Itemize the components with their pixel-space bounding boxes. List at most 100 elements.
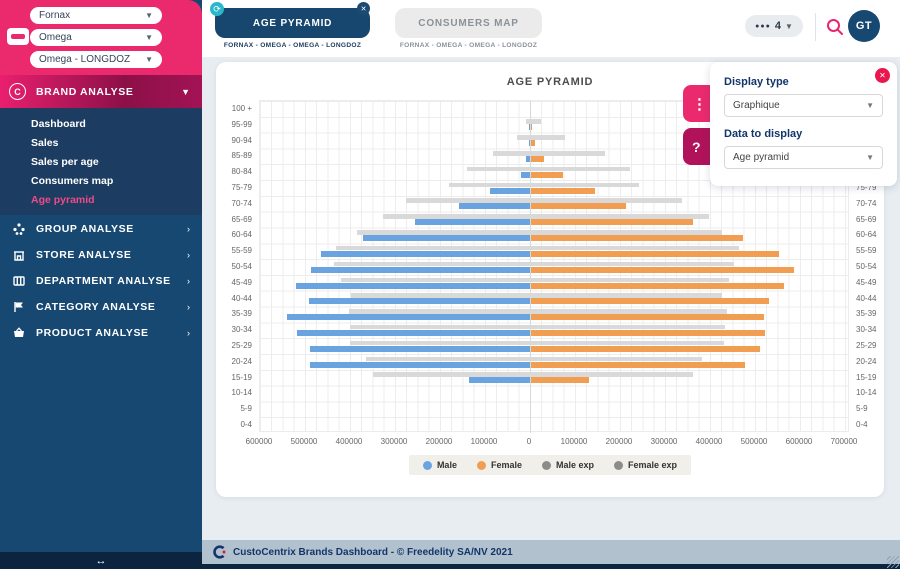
storefront-icon — [11, 248, 26, 263]
sidebar-subitem-age-pyramid[interactable]: Age pyramid — [31, 194, 95, 206]
legend-dot-icon — [614, 460, 624, 470]
bar-male-exp-30-34 — [350, 324, 530, 330]
filter-select-subbrand[interactable]: Omega - LONGDOZ ▼ — [30, 51, 162, 68]
bar-female-15-19 — [531, 377, 590, 384]
bar-female-exp-70-74 — [531, 198, 682, 203]
bottom-strip — [202, 564, 900, 569]
legend-item-male: Male — [422, 460, 457, 470]
y-axis-label-left: 85-89 — [231, 151, 252, 161]
tab-age-pyramid[interactable]: AGE PYRAMID — [215, 8, 370, 38]
x-axis-tick-label: 500000 — [740, 437, 768, 446]
bar-male-55-59 — [321, 250, 530, 257]
y-axis-label-right: 30-34 — [856, 325, 877, 335]
bar-male-95-99 — [529, 124, 530, 131]
filter-select-brand[interactable]: Omega ▼ — [30, 29, 162, 46]
legend-dot-icon — [541, 460, 551, 470]
y-axis-label-left: 80-84 — [231, 167, 252, 177]
bar-male-exp-85-89 — [493, 151, 530, 156]
close-icon[interactable]: ✕ — [875, 68, 890, 83]
y-axis-label-left: 100 + — [231, 103, 252, 113]
bar-female-80-84 — [531, 171, 564, 178]
sidebar-subitem-sales[interactable]: Sales — [31, 137, 59, 149]
y-axis-label-right: 25-29 — [856, 341, 877, 351]
zero-axis-line — [530, 101, 531, 433]
sidebar-subitem-sales-per-age[interactable]: Sales per age — [31, 156, 99, 168]
bar-male-exp-15-19 — [372, 372, 530, 377]
x-axis-tick-label: 700000 — [830, 437, 858, 446]
x-axis-tick-label: 100000 — [470, 437, 498, 446]
sidebar-item-department-analyse[interactable]: DEPARTMENT ANALYSE › — [0, 268, 202, 294]
tab-label: AGE PYRAMID — [252, 17, 333, 29]
tab-consumers-map[interactable]: CONSUMERS MAP — [395, 8, 542, 38]
bar-male-50-54 — [310, 266, 530, 273]
bar-female-95-99 — [531, 124, 533, 131]
sidebar-subitem-dashboard[interactable]: Dashboard — [31, 118, 86, 130]
display-type-value: Graphique — [733, 100, 780, 111]
sidebar-subitem-consumers-map[interactable]: Consumers map — [31, 175, 114, 187]
y-axis-label-right: 60-64 — [856, 230, 877, 240]
y-axis-label-left: 55-59 — [231, 246, 252, 256]
y-axis-label-right: 75-79 — [856, 182, 877, 192]
resize-handle[interactable] — [887, 556, 899, 568]
search-icon[interactable] — [824, 16, 846, 38]
bar-male-exp-60-64 — [356, 230, 530, 235]
x-axis-tick-label: 200000 — [605, 437, 633, 446]
bar-female-exp-50-54 — [531, 261, 735, 267]
bar-female-exp-90-94 — [531, 135, 566, 140]
refresh-icon[interactable]: ⟳ — [210, 2, 224, 16]
chevron-right-icon: › — [187, 250, 190, 260]
filter-select-value: Omega - LONGDOZ — [39, 54, 131, 65]
y-axis-label-right: 40-44 — [856, 293, 877, 303]
sidebar-item-group-analyse[interactable]: GROUP ANALYSE › — [0, 216, 202, 242]
sidebar-collapse-button[interactable]: ↔ — [0, 552, 202, 569]
bar-male-exp-40-44 — [350, 293, 530, 298]
ellipsis-icon: ●●● — [755, 22, 771, 30]
y-axis-label-left: 95-99 — [231, 119, 252, 129]
sidebar-item-brand-analyse[interactable]: C BRAND ANALYSE ▼ — [0, 75, 202, 108]
bar-male-90-94 — [528, 140, 530, 147]
chart-title: AGE PYRAMID — [506, 76, 594, 88]
sidebar: Fornax ▼ Omega ▼ Omega - LONGDOZ ▼ C BRA… — [0, 0, 202, 569]
flag-icon — [11, 300, 26, 315]
bar-male-exp-25-29 — [350, 340, 530, 346]
x-axis-tick-label: 600000 — [245, 437, 273, 446]
bar-female-exp-15-19 — [531, 372, 693, 377]
y-axis-label-left: 40-44 — [231, 293, 252, 303]
chevron-right-icon: › — [187, 276, 190, 286]
sidebar-item-store-analyse[interactable]: STORE ANALYSE › — [0, 242, 202, 268]
sidebar-section-label: DEPARTMENT ANALYSE — [36, 275, 171, 287]
y-axis-label-left: 5-9 — [240, 404, 252, 414]
y-axis-label-right: 15-19 — [856, 372, 877, 382]
age-pyramid-plot — [259, 100, 849, 433]
x-axis-tick-label: 500000 — [290, 437, 318, 446]
data-to-display-label: Data to display — [724, 128, 803, 140]
store-icon — [7, 28, 29, 45]
close-icon[interactable]: ✕ — [357, 2, 370, 15]
y-axis-label-left: 65-69 — [231, 214, 252, 224]
sidebar-item-product-analyse[interactable]: PRODUCT ANALYSE › — [0, 320, 202, 346]
columns-icon — [11, 274, 26, 289]
data-to-display-select[interactable]: Age pyramid ▼ — [724, 146, 883, 169]
chevron-right-icon: › — [187, 302, 190, 312]
y-axis-label-left: 20-24 — [231, 356, 252, 366]
y-axis-label-left: 60-64 — [231, 230, 252, 240]
filter-select-client[interactable]: Fornax ▼ — [30, 7, 162, 24]
filter-select-value: Omega — [39, 32, 72, 43]
display-type-select[interactable]: Graphique ▼ — [724, 94, 883, 117]
bar-male-exp-70-74 — [405, 198, 530, 203]
footer: CustoCentrix Brands Dashboard - © Freede… — [202, 540, 900, 564]
avatar[interactable]: GT — [848, 10, 880, 42]
sidebar-filters-header: Fornax ▼ Omega ▼ Omega - LONGDOZ ▼ — [0, 0, 202, 75]
group-icon — [11, 222, 26, 237]
bar-female-35-39 — [531, 314, 765, 321]
y-axis-label-right: 65-69 — [856, 214, 877, 224]
topbar: ⟳ ✕ AGE PYRAMID FORNAX - OMEGA - OMEGA -… — [202, 0, 900, 57]
sidebar-item-category-analyse[interactable]: CATEGORY ANALYSE › — [0, 294, 202, 320]
sidebar-section-label: PRODUCT ANALYSE — [36, 327, 149, 339]
x-axis-tick-label: 600000 — [785, 437, 813, 446]
legend-label: Male — [436, 460, 457, 470]
tabs-counter-dropdown[interactable]: ●●● 4 ▼ — [745, 15, 803, 37]
chevron-down-icon: ▼ — [866, 153, 874, 162]
y-axis-label-right: 20-24 — [856, 356, 877, 366]
vertical-ellipsis-icon: ⋮ — [692, 95, 707, 113]
